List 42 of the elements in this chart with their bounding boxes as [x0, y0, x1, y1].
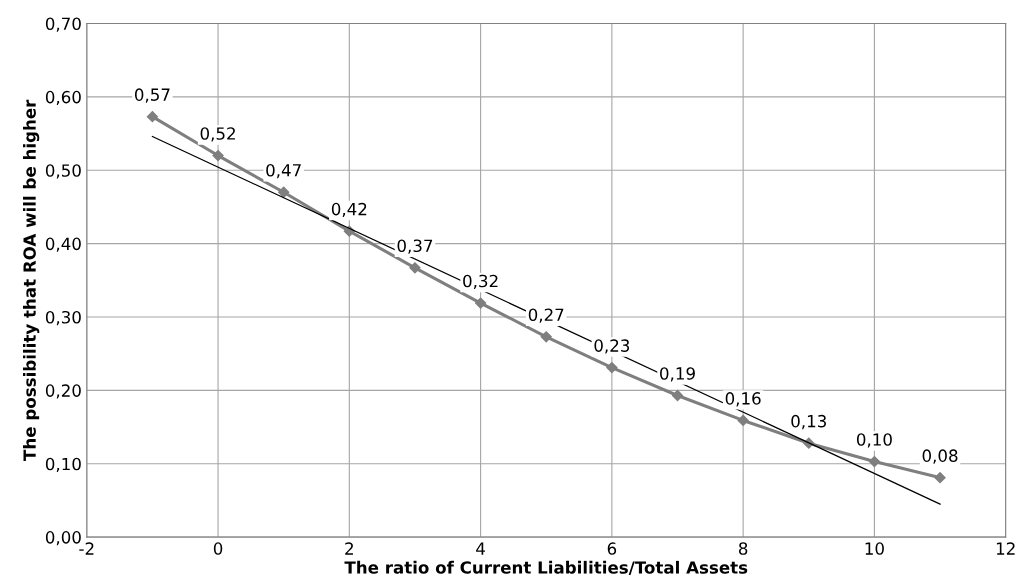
y-tick-label: 0,70 [45, 17, 81, 32]
x-tick-label: 10 [865, 542, 884, 555]
data-label: 0,13 [791, 414, 826, 430]
y-tick-label: 0,00 [45, 531, 81, 546]
point [868, 455, 881, 468]
x-tick-label: 0 [213, 542, 223, 555]
x-tick-label: 2 [345, 542, 353, 555]
point [474, 297, 487, 309]
data-label: 0,32 [463, 274, 498, 290]
data-label: 0,52 [200, 127, 235, 142]
data-label: 0,57 [134, 88, 170, 103]
x-tick-label: -2 [79, 542, 94, 555]
data-label: 0,08 [922, 449, 958, 464]
data-label: 0,10 [856, 433, 892, 448]
data-label: 0,23 [594, 339, 630, 354]
point [934, 472, 946, 484]
point [409, 262, 421, 274]
y-tick-label: 0,30 [45, 310, 81, 326]
point [737, 414, 749, 427]
y-tick-label: 0,60 [45, 90, 81, 106]
x-axis-title: The ratio of Current Liabilities/Total Assets [344, 560, 748, 576]
data-label: 0,47 [266, 163, 301, 179]
y-axis-title: The possibility that ROA will be higher [23, 99, 40, 461]
point [540, 331, 552, 343]
point [212, 149, 224, 162]
point [278, 186, 290, 198]
data-label: 0,37 [397, 239, 433, 254]
y-tick-label: 0,50 [45, 164, 81, 179]
x-tick-label: 12 [996, 542, 1015, 555]
data-label: 0,27 [528, 308, 564, 323]
point [146, 111, 159, 123]
x-tick-label: 6 [607, 542, 617, 555]
point [606, 362, 618, 374]
y-tick-label: 0,40 [45, 237, 81, 252]
data-label: 0,42 [331, 202, 367, 218]
point [671, 389, 684, 402]
y-tick-label: 0,10 [45, 457, 81, 472]
data-label: 0,19 [660, 367, 695, 382]
y-tick-label: 0,20 [45, 384, 81, 399]
data-label: 0,16 [725, 392, 761, 407]
x-tick-label: 8 [738, 542, 748, 555]
x-tick-label: 4 [476, 542, 485, 555]
